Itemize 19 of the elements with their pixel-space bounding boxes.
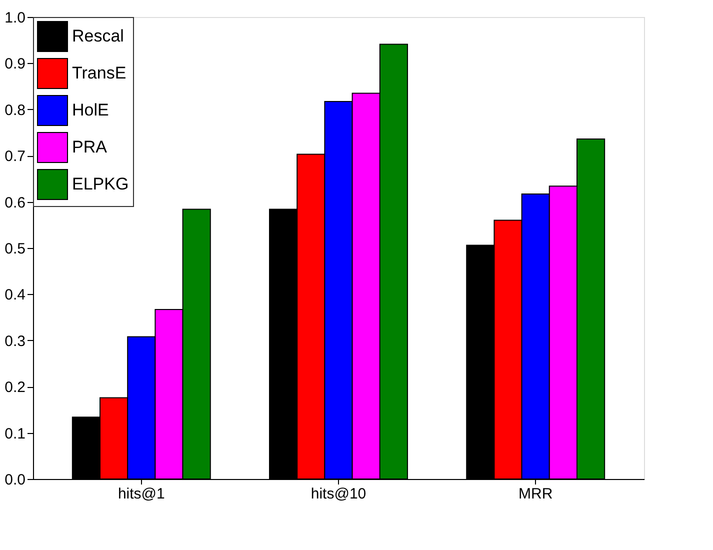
x-tick-label: hits@10: [310, 486, 366, 502]
y-tick-label: 0.8: [4, 102, 26, 119]
x-tick-label: hits@1: [118, 486, 165, 502]
y-tick-label: 0.6: [4, 194, 26, 212]
y-tick-label: 0.5: [4, 240, 26, 258]
y-tick-label: 0.9: [4, 56, 26, 73]
x-tick-label: MRR: [518, 486, 553, 502]
y-tick-label: 0.4: [4, 286, 26, 304]
legend-label: Rescal: [72, 26, 124, 46]
legend-label: PRA: [72, 138, 108, 156]
y-tick-label: 0.3: [4, 332, 26, 350]
y-tick-label: 0.7: [4, 148, 26, 166]
legend-label: HolE: [72, 100, 109, 120]
y-tick-label: 0.0: [4, 472, 26, 488]
legend-label: TransE: [72, 64, 126, 82]
legend-label: ELPKG: [72, 174, 129, 194]
y-tick-label: 1.0: [4, 10, 26, 26]
y-tick-label: 0.1: [4, 425, 26, 442]
y-tick-label: 0.2: [4, 379, 26, 396]
